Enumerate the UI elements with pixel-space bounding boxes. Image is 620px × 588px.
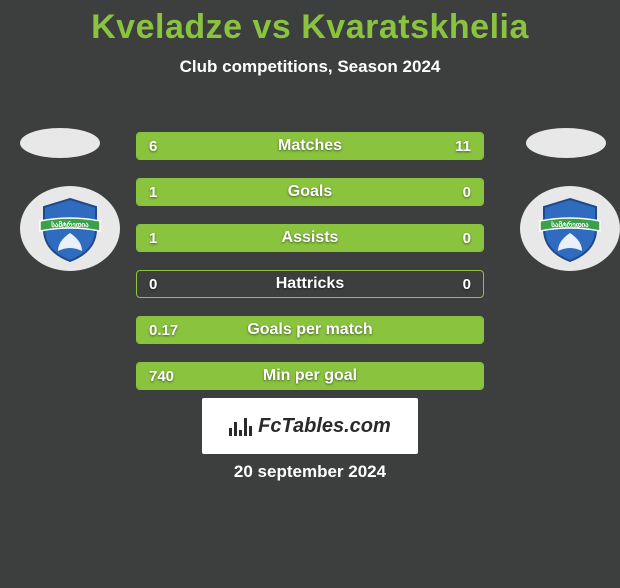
stat-label: Hattricks — [137, 271, 483, 297]
shield-icon: სამტრედია — [34, 193, 106, 265]
stat-label: Min per goal — [137, 363, 483, 389]
club-badge-left: სამტრედია — [20, 186, 120, 271]
stat-label: Matches — [137, 133, 483, 159]
subtitle: Club competitions, Season 2024 — [0, 57, 620, 77]
stat-row: 740Min per goal — [136, 362, 484, 390]
date-text: 20 september 2024 — [0, 462, 620, 482]
stat-row: 10Assists — [136, 224, 484, 252]
stat-row: 611Matches — [136, 132, 484, 160]
stat-row: 0.17Goals per match — [136, 316, 484, 344]
logo-text: FcTables.com — [258, 415, 391, 438]
stat-row: 10Goals — [136, 178, 484, 206]
club-badge-right: სამტრედია — [520, 186, 620, 271]
stats-panel: 611Matches 10Goals 10Assists 00Hattricks 0.1… — [136, 132, 484, 408]
stat-label: Assists — [137, 225, 483, 251]
player-avatar-left — [20, 128, 100, 158]
page-title: Kveladze vs Kvaratskhelia — [0, 8, 620, 47]
player-avatar-right — [526, 128, 606, 158]
chart-icon — [229, 416, 252, 436]
stat-label: Goals — [137, 179, 483, 205]
stat-label: Goals per match — [137, 317, 483, 343]
svg-text:სამტრედია: სამტრედია — [551, 220, 589, 229]
svg-text:სამტრედია: სამტრედია — [51, 220, 89, 229]
shield-icon: სამტრედია — [534, 193, 606, 265]
stat-row: 00Hattricks — [136, 270, 484, 298]
fctables-logo: FcTables.com — [202, 398, 418, 454]
